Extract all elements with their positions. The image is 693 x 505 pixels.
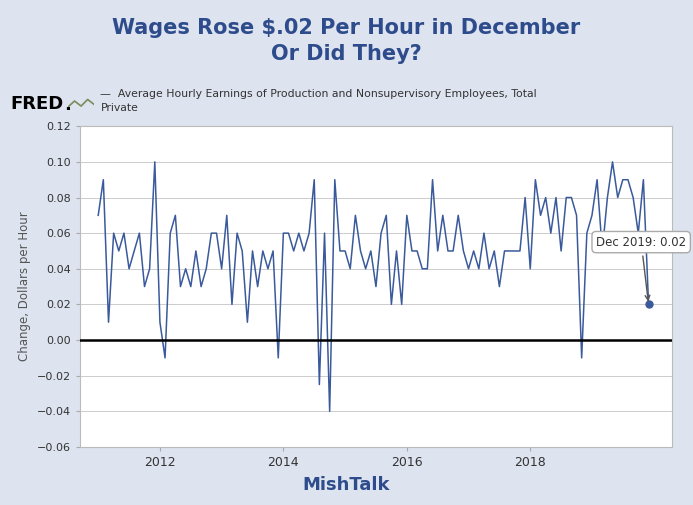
Text: .: . — [64, 96, 71, 114]
Text: MishTalk: MishTalk — [303, 476, 390, 494]
Y-axis label: Change, Dollars per Hour: Change, Dollars per Hour — [18, 212, 31, 362]
Text: —  Average Hourly Earnings of Production and Nonsupervisory Employees, Total
Pri: — Average Hourly Earnings of Production … — [100, 89, 537, 113]
Text: FRED: FRED — [10, 94, 64, 113]
Text: Wages Rose $.02 Per Hour in December
Or Did They?: Wages Rose $.02 Per Hour in December Or … — [112, 18, 581, 64]
Text: Dec 2019: 0.02: Dec 2019: 0.02 — [596, 236, 686, 300]
